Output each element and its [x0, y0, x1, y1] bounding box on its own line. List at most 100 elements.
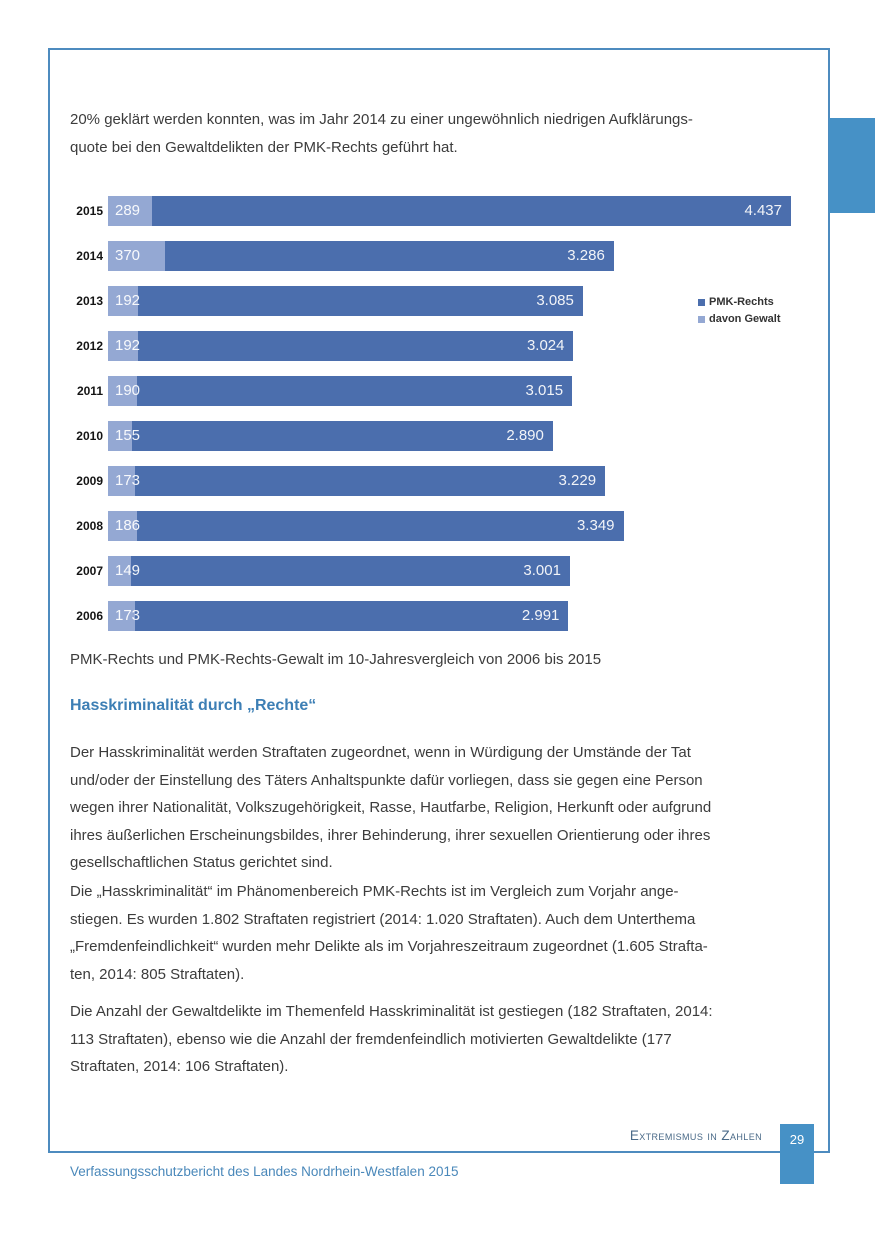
bar-gewalt-value: 192	[115, 337, 141, 354]
bar-total-value: 3.085	[536, 292, 574, 309]
bar-chart: 2015 4.437 289 2014 3.286 370 2013 3.085 192 2012…	[70, 196, 792, 646]
year-label: 2012	[76, 339, 103, 353]
page-number-box: 29	[780, 1124, 814, 1184]
bar-total-value: 3.024	[526, 337, 565, 354]
bar-plot-area: 3.001 149	[108, 556, 791, 586]
bar-pmk-rechts: 4.437	[108, 196, 791, 226]
year-label: 2011	[76, 384, 103, 398]
bar-total-value: 4.437	[744, 202, 782, 219]
chart-row: 2008 3.349 186	[70, 511, 792, 541]
paragraph: Die „Hasskriminalität“ im Phänomenbereic…	[70, 878, 792, 988]
chart-row: 2010 2.890 155	[70, 421, 792, 451]
paragraph-line: stiegen. Es wurden 1.802 Straftaten regi…	[70, 910, 696, 928]
bar-davon-gewalt: 149	[108, 556, 140, 586]
bar-davon-gewalt: 289	[108, 196, 153, 226]
bar-davon-gewalt: 173	[108, 466, 140, 496]
chart-legend: PMK-Rechts davon Gewalt	[698, 295, 781, 329]
bar-pmk-rechts: 3.024	[108, 331, 574, 361]
bar-plot-area: 3.349 186	[108, 511, 791, 541]
bar-pmk-rechts: 3.286	[108, 241, 614, 271]
chart-row: 2009 3.229 173	[70, 466, 792, 496]
bar-pmk-rechts: 3.015	[108, 376, 573, 406]
chart-caption: PMK-Rechts und PMK-Rechts-Gewalt im 10-J…	[70, 651, 602, 668]
footer-section-title: Extremismus in Zahlen	[629, 1128, 762, 1143]
chart-row: 2011 3.015 190	[70, 376, 792, 406]
paragraph-line: Die „Hasskriminalität“ im Phänomenbereic…	[70, 883, 679, 900]
bar-pmk-rechts: 2.991	[108, 601, 569, 631]
bar-total-value: 2.991	[521, 607, 560, 624]
bar-plot-area: 4.437 289	[108, 196, 791, 226]
bar-plot-area: 3.085 192	[108, 286, 791, 316]
chart-row: 2015 4.437 289	[70, 196, 792, 226]
paragraph-line: Die Anzahl der Gewaltdelikte im Themenfe…	[70, 1003, 713, 1020]
bar-gewalt-value: 173	[115, 472, 141, 489]
intro-line: 20% geklärt werden konnten, was im Jahr …	[70, 111, 693, 128]
chart-row: 2013 3.085 192	[70, 286, 792, 316]
bar-pmk-rechts: 2.890	[108, 421, 553, 451]
bar-total-value: 3.229	[558, 472, 597, 489]
legend-item: davon Gewalt	[698, 312, 781, 326]
paragraph: Die Anzahl der Gewaltdelikte im Themenfe…	[70, 998, 792, 1081]
bar-plot-area: 3.286 370	[108, 241, 791, 271]
legend-label: davon Gewalt	[709, 313, 781, 325]
bar-total-value: 2.890	[506, 427, 544, 444]
bar-total-value: 3.015	[525, 382, 564, 399]
bar-davon-gewalt: 190	[108, 376, 141, 406]
bar-davon-gewalt: 192	[108, 286, 141, 316]
bar-plot-area: 2.890 155	[108, 421, 791, 451]
year-label: 2015	[76, 204, 103, 218]
bar-pmk-rechts: 3.085	[108, 286, 583, 316]
chart-row: 2006 2.991 173	[70, 601, 792, 631]
paragraph-line: Der Hasskriminalität werden Straftaten z…	[70, 744, 691, 761]
legend-swatch-icon	[698, 315, 705, 323]
paragraph: Der Hasskriminalität werden Straftaten z…	[70, 739, 792, 877]
bar-pmk-rechts: 3.349	[108, 511, 624, 541]
year-label: 2013	[76, 294, 103, 308]
bar-gewalt-value: 190	[115, 382, 141, 399]
bar-gewalt-value: 289	[115, 202, 141, 219]
bar-total-value: 3.349	[576, 517, 615, 534]
paragraph-line: und/oder der Einstellung des Täters Anha…	[70, 771, 703, 789]
paragraph-line: 113 Straftaten), ebenso wie die Anzahl d…	[70, 1030, 672, 1048]
bar-davon-gewalt: 192	[108, 331, 141, 361]
bar-davon-gewalt: 370	[108, 241, 165, 271]
bar-gewalt-value: 192	[115, 292, 141, 309]
paragraph-line: ihres äußerlichen Erscheinungsbildes, ih…	[70, 826, 711, 844]
legend-item: PMK-Rechts	[698, 295, 781, 309]
paragraph-line: Straftaten, 2014: 106 Straftaten).	[70, 1058, 289, 1075]
report-footer-title: Verfassungsschutzbericht des Landes Nord…	[70, 1164, 459, 1179]
bar-gewalt-value: 149	[115, 562, 141, 579]
legend-label: PMK-Rechts	[709, 296, 774, 308]
bar-davon-gewalt: 186	[108, 511, 140, 541]
legend-swatch-icon	[698, 298, 705, 306]
page-number: 29	[789, 1132, 805, 1147]
bar-total-value: 3.286	[567, 247, 605, 264]
bar-gewalt-value: 173	[115, 607, 141, 624]
intro-line: quote bei den Gewaltdelikten der PMK-Rec…	[70, 138, 458, 156]
year-label: 2006	[76, 609, 103, 623]
intro-paragraph: 20% geklärt werden konnten, was im Jahr …	[70, 106, 792, 161]
bar-plot-area: 2.991 173	[108, 601, 791, 631]
bar-plot-area: 3.229 173	[108, 466, 791, 496]
paragraph-line: ten, 2014: 805 Straftaten).	[70, 965, 245, 983]
bar-davon-gewalt: 155	[108, 421, 140, 451]
paragraph-line: wegen ihrer Nationalität, Volkszugehörig…	[70, 799, 712, 816]
page-border-frame	[48, 48, 830, 1153]
paragraph-line: „Fremdenfeindlichkeit“ wurden mehr Delik…	[70, 938, 708, 955]
bar-davon-gewalt: 173	[108, 601, 140, 631]
year-label: 2008	[76, 519, 103, 533]
bar-gewalt-value: 155	[115, 427, 141, 444]
section-heading: Hasskriminalität durch „Rechte“	[70, 697, 317, 714]
bar-total-value: 3.001	[523, 562, 561, 579]
bar-chart-rows: 2015 4.437 289 2014 3.286 370 2013 3.085 192 2012…	[70, 196, 792, 631]
year-label: 2010	[76, 429, 103, 443]
chart-row: 2014 3.286 370	[70, 241, 792, 271]
chart-row: 2007 3.001 149	[70, 556, 792, 586]
bar-plot-area: 3.015 190	[108, 376, 791, 406]
year-label: 2007	[76, 564, 103, 578]
year-label: 2009	[76, 474, 103, 488]
paragraph-line: gesellschaftlichen Status gerichtet sind…	[70, 854, 333, 871]
bar-pmk-rechts: 3.229	[108, 466, 606, 496]
chart-row: 2012 3.024 192	[70, 331, 792, 361]
bar-pmk-rechts: 3.001	[108, 556, 570, 586]
